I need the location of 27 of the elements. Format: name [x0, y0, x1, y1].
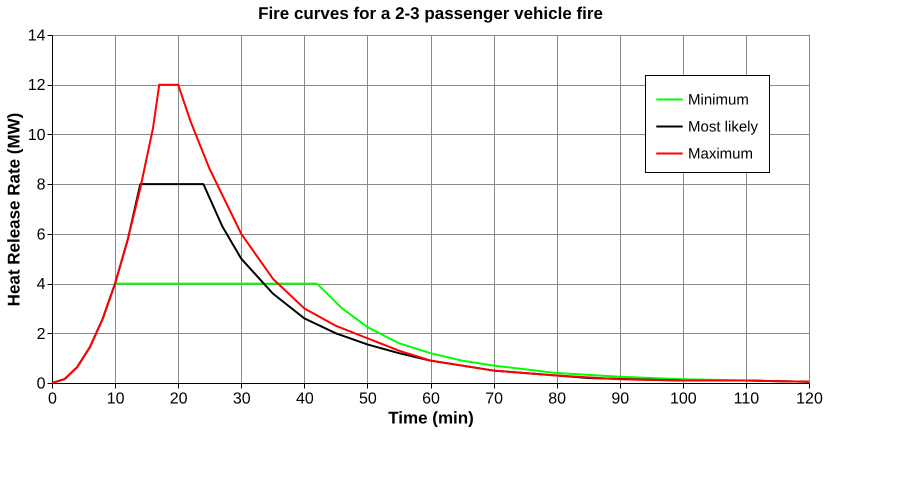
x-tick-label: 0: [48, 390, 58, 408]
x-tick-label: 20: [170, 390, 188, 408]
legend-label: Minimum: [688, 92, 749, 108]
x-tick-label: 110: [734, 390, 760, 408]
legend-label: Maximum: [688, 146, 754, 162]
y-tick-label: 4: [36, 276, 46, 294]
x-tick-label: 80: [548, 390, 566, 408]
y-tick-label: 10: [28, 126, 46, 144]
x-tick-label: 70: [485, 390, 504, 408]
x-axis-title: Time (min): [388, 408, 474, 428]
y-tick-label: 2: [36, 326, 46, 343]
y-tick-label: 6: [36, 226, 46, 244]
y-axis-title: Heat Release Rate (MW): [4, 112, 24, 306]
x-tick-label: 10: [106, 390, 125, 408]
legend-label: Most likely: [688, 118, 759, 136]
x-tick-label: 50: [359, 390, 377, 408]
x-tick-label: 100: [670, 390, 697, 408]
y-tick-label: 0: [36, 376, 46, 392]
y-tick-label: 8: [36, 176, 46, 194]
x-tick-label: 90: [611, 390, 630, 408]
x-tick-label: 60: [422, 390, 440, 408]
chart-title: Fire curves for a 2-3 passenger vehicle fire: [258, 4, 603, 23]
x-tick-label: 30: [232, 390, 251, 408]
y-tick-label: 12: [28, 77, 46, 94]
y-tick-label: 14: [28, 28, 46, 44]
x-tick-label: 120: [796, 390, 823, 408]
x-tick-label: 40: [296, 390, 314, 408]
